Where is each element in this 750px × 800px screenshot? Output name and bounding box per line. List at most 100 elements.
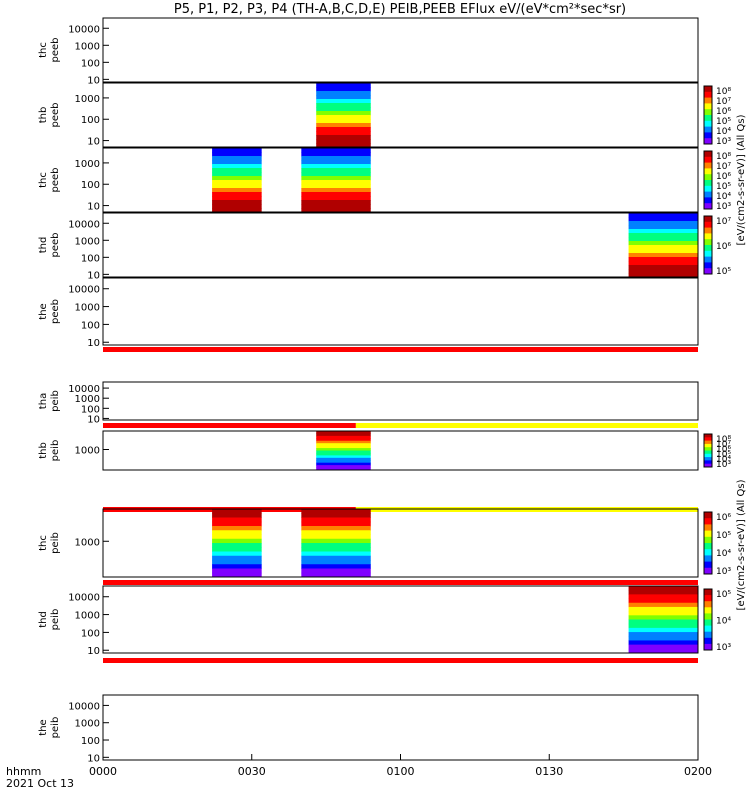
colorbar-swatch (704, 191, 712, 198)
colorbar-tick-label: 10⁴ (716, 455, 731, 465)
colorbar-frame (703, 85, 713, 145)
spectrogram-band (628, 225, 698, 230)
colorbar-tick-label: 10³ (716, 567, 731, 577)
y-axis-label-probe: the (38, 719, 49, 735)
colorbar-swatch (704, 86, 712, 93)
spectrogram-band (212, 148, 262, 153)
spectrogram-band (628, 619, 698, 625)
y-tick-label: 100 (81, 736, 100, 747)
panel-thb-peib: 1000 thb peib (38, 430, 699, 512)
colorbar-swatch (704, 151, 712, 158)
panel-thb-peeb: 1000 100 10 thb peeb (38, 82, 699, 148)
spectrogram-band (301, 560, 371, 565)
time-tick-label: 0200 (684, 765, 712, 778)
spectrogram-band (628, 229, 698, 234)
time-axis: hhmm 2021 Oct 13 0000 0030 0100 0130 0200 (6, 754, 712, 790)
colorbar-swatch (704, 450, 712, 455)
quality-flag-bar (103, 580, 698, 585)
colorbar-tick-label: 10⁵ (716, 531, 731, 541)
colorbar-swatch (704, 561, 712, 569)
spectrogram-band (628, 615, 698, 620)
y-tick-label: 100 (81, 115, 100, 126)
colorbar-frame (703, 215, 713, 275)
y-axis-label-product: peib (50, 390, 61, 412)
spectrogram-band (316, 443, 371, 447)
colorbar-frame (703, 150, 713, 210)
colorbar-swatch (704, 132, 712, 139)
spectrogram-band (316, 467, 371, 471)
spectrogram-band (301, 188, 371, 193)
panel-the-peeb: 10000 1000 100 10 the peeb (38, 277, 699, 352)
spectrogram-band (316, 123, 371, 128)
spectrogram-band (212, 530, 262, 535)
spectrogram-band (212, 204, 262, 209)
y-axis-label-product: peeb (50, 38, 61, 63)
colorbar-swatch (704, 643, 712, 651)
spectrogram-band (301, 551, 371, 557)
colorbar-swatch (704, 262, 712, 269)
spectrogram-band (628, 237, 698, 242)
spectrogram-band (301, 204, 371, 209)
panel-thd-peeb: 10000 1000 100 10 thd peeb (38, 212, 699, 281)
quality-flag-bar (355, 423, 698, 428)
colorbar-tick-label: 10⁶ (716, 242, 731, 252)
colorbar-swatch (704, 543, 712, 550)
time-tick-label: 0100 (387, 765, 415, 778)
y-axis-label-product: peeb (50, 168, 61, 193)
spectrogram-band (212, 176, 262, 181)
spectrogram-band (628, 594, 698, 600)
spectrogram-band (212, 172, 262, 177)
spectrogram-band (316, 448, 371, 451)
spectrogram-band (301, 564, 371, 569)
spectrogram-band (316, 99, 371, 104)
spectrogram-band (628, 217, 698, 222)
spectrogram-band (212, 564, 262, 569)
time-axis-date: 2021 Oct 13 (6, 777, 74, 790)
colorbar-swatch (704, 97, 712, 104)
colorbar-frame (703, 588, 713, 651)
spectrogram-band (316, 87, 371, 92)
y-axis-label-probe: thc (38, 535, 49, 551)
colorbar-swatch (704, 162, 712, 169)
spectrogram-band (628, 245, 698, 250)
spectrogram-band (628, 233, 698, 238)
spectrogram-band (212, 526, 262, 531)
spectrogram-band (628, 261, 698, 266)
colorbar-tick-label: 10⁵ (716, 182, 731, 192)
chart-title: P5, P1, P2, P3, P4 (TH-A,B,C,D,E) PEIB,P… (174, 2, 626, 17)
spectrogram-band (316, 139, 371, 144)
colorbar-swatch (704, 203, 712, 210)
spectrogram-band (316, 103, 371, 108)
spectrogram-band (316, 143, 371, 148)
y-tick-label: 10000 (68, 219, 100, 230)
y-tick-label: 10000 (68, 285, 100, 296)
colorbar-swatch (704, 256, 712, 263)
y-axis-label-probe: thb (38, 442, 49, 459)
y-axis-label-probe: thb (38, 107, 49, 124)
panel-thd-peib: 10000 1000 100 10 thd peib (38, 585, 699, 663)
spectrogram-band (301, 517, 371, 523)
colorbar-swatch (704, 601, 712, 608)
y-axis-label-product: peib (50, 609, 61, 631)
colorbar-tick-label: 10⁶ (716, 107, 731, 117)
y-tick-label: 1000 (75, 236, 100, 247)
colorbar-tick-label: 10⁷ (716, 217, 731, 227)
y-axis-label-product: peeb (50, 103, 61, 128)
colorbar-swatch (704, 156, 712, 164)
spectrogram-band (628, 623, 698, 629)
spectrogram-band (316, 115, 371, 120)
colorbar-swatch (704, 512, 712, 519)
y-tick-label: 10 (87, 414, 100, 425)
colorbar-swatch (704, 463, 712, 468)
y-tick-label: 100 (81, 253, 100, 264)
colorbar-swatch (704, 168, 712, 175)
colorbar-tick-label: 10⁸ (716, 87, 731, 97)
y-tick-label: 10000 (68, 24, 100, 35)
spectrogram-band (316, 457, 371, 461)
spectrogram-band (301, 172, 371, 177)
panel-frame (102, 212, 699, 278)
y-tick-label: 1000 (75, 611, 100, 622)
y-tick-label: 10 (87, 137, 100, 148)
